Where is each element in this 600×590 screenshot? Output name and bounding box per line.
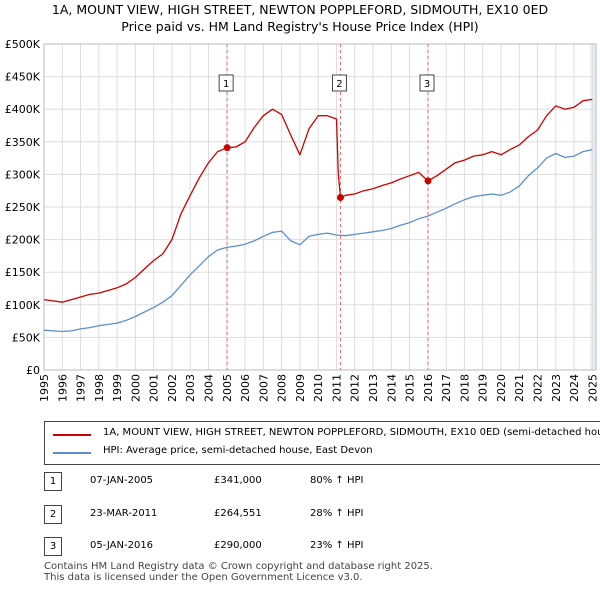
chart-subtitle: Price paid vs. HM Land Registry's House …	[121, 19, 479, 34]
sale-price: £341,000	[214, 475, 262, 486]
x-tick-label: 2006	[239, 374, 252, 402]
sale-marker-label: 3	[424, 79, 430, 90]
sale-price: £264,551	[214, 508, 262, 519]
x-tick-label: 1999	[111, 374, 124, 402]
x-tick-label: 2017	[440, 374, 453, 402]
footer-licence: This data is licensed under the Open Gov…	[44, 572, 363, 583]
x-tick-label: 2022	[532, 374, 545, 402]
y-tick-label: £500K	[5, 38, 41, 51]
sale-date: 07-JAN-2005	[90, 475, 154, 486]
y-tick-label: £200K	[5, 234, 41, 247]
x-tick-label: 2020	[495, 374, 508, 402]
x-tick-label: 2004	[203, 374, 216, 402]
sale-hpi-change: 23% ↑ HPI	[310, 540, 364, 551]
sale-marker-box-frame	[419, 74, 435, 92]
x-tick-label: 2011	[330, 374, 343, 402]
sale-price: £290,000	[214, 540, 262, 551]
x-tick-label: 1998	[93, 374, 106, 402]
x-tick-label: 2023	[550, 374, 563, 402]
x-tick-label: 1996	[56, 374, 69, 402]
sale-marker-box: 2	[331, 74, 347, 92]
y-tick-label: £250K	[5, 201, 41, 214]
sale-hpi-change: 80% ↑ HPI	[310, 475, 364, 486]
x-tick-label: 2010	[312, 374, 325, 402]
sale-point	[223, 144, 231, 152]
price-chart: £0 £50K £100K £150K £200K £250K £300K £350K £400…	[5, 38, 600, 402]
legend-swatch-hpi	[53, 452, 91, 454]
sale-marker-label: 1	[223, 79, 229, 90]
sale-point	[336, 194, 344, 202]
sale-date: 05-JAN-2016	[90, 540, 154, 551]
sale-row: 2 23-MAR-2011 £264,551 28% ↑ HPI	[44, 505, 584, 525]
sale-number: 2	[44, 505, 62, 524]
x-tick-label: 2016	[422, 374, 435, 402]
y-tick-label: £100K	[5, 299, 41, 312]
footer-copyright: Contains HM Land Registry data © Crown c…	[44, 561, 433, 572]
sale-date: 23-MAR-2011	[90, 508, 158, 519]
x-tick-label: 2013	[367, 374, 380, 402]
legend-label-price: 1A, MOUNT VIEW, HIGH STREET, NEWTON POPP…	[103, 427, 600, 438]
sale-point	[424, 177, 432, 185]
legend-swatch-price	[53, 434, 91, 436]
chart-title: 1A, MOUNT VIEW, HIGH STREET, NEWTON POPP…	[51, 2, 549, 17]
x-tick-label: 2007	[257, 374, 270, 402]
y-tick-label: £0	[26, 364, 40, 377]
y-tick-label: £150K	[5, 266, 41, 279]
x-tick-label: 2019	[477, 374, 490, 402]
y-tick-label: £50K	[12, 331, 41, 344]
price-paid-line	[43, 98, 593, 303]
x-tick-label: 1997	[75, 374, 88, 402]
x-tick-label: 2009	[294, 374, 307, 402]
x-tick-label: 1995	[38, 374, 51, 402]
legend: 1A, MOUNT VIEW, HIGH STREET, NEWTON POPP…	[44, 421, 600, 465]
x-tick-label: 2018	[458, 374, 471, 402]
y-tick-label: £450K	[5, 71, 41, 84]
x-tick-label: 2003	[184, 374, 197, 402]
hpi-line	[43, 148, 593, 333]
x-tick-label: 2000	[129, 374, 142, 402]
y-tick-label: £300K	[5, 168, 41, 181]
x-tick-label: 2015	[404, 374, 417, 402]
sale-marker-box-frame	[331, 74, 347, 92]
x-tick-label: 2014	[385, 374, 398, 402]
sale-marker-box: 1	[218, 74, 234, 92]
sale-hpi-change: 28% ↑ HPI	[310, 508, 364, 519]
sale-row: 1 07-JAN-2005 £341,000 80% ↑ HPI	[44, 472, 584, 492]
x-tick-label: 2021	[513, 374, 526, 402]
sale-row: 3 05-JAN-2016 £290,000 23% ↑ HPI	[44, 537, 584, 557]
plot-border	[43, 43, 597, 371]
x-tick-label: 2002	[166, 374, 179, 402]
sale-number: 1	[44, 472, 62, 491]
x-tick-label: 2012	[349, 374, 362, 402]
sale-number: 3	[44, 537, 62, 556]
legend-label-hpi: HPI: Average price, semi-detached house,…	[103, 445, 373, 456]
x-tick-label: 2024	[568, 374, 581, 402]
y-tick-label: £350K	[5, 136, 41, 149]
x-tick-label: 2005	[221, 374, 234, 402]
sale-marker-box-frame	[218, 74, 234, 92]
x-tick-label: 2008	[276, 374, 289, 402]
x-tick-label: 2001	[148, 374, 161, 402]
y-tick-label: £400K	[5, 103, 41, 116]
sale-marker-label: 2	[336, 79, 342, 90]
x-tick-label: 2025	[586, 374, 599, 402]
sale-marker-box: 3	[419, 74, 435, 92]
